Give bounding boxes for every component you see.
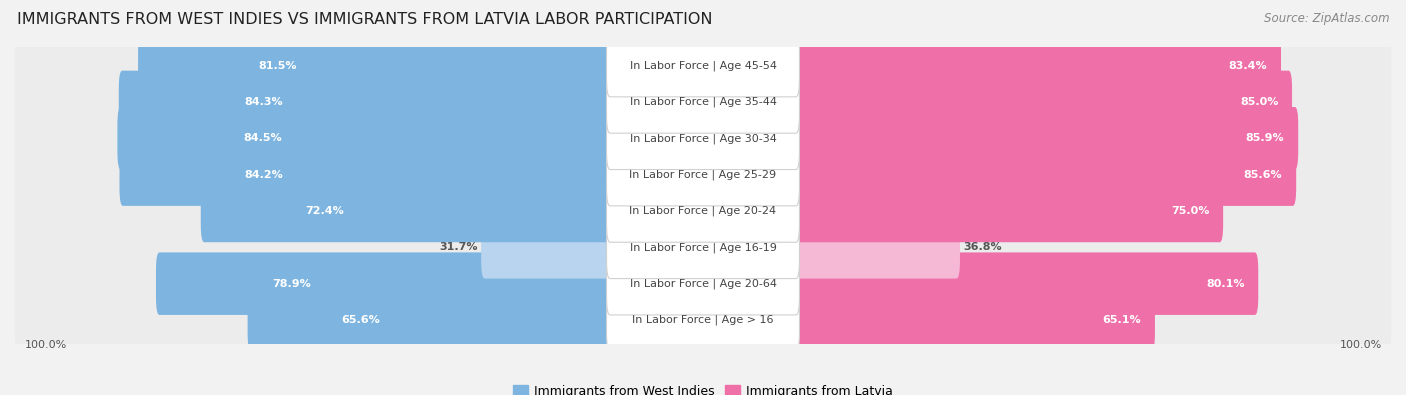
Text: 85.6%: 85.6%: [1244, 169, 1282, 180]
FancyBboxPatch shape: [793, 34, 1281, 97]
Text: 31.7%: 31.7%: [439, 242, 478, 252]
FancyBboxPatch shape: [481, 216, 613, 278]
FancyBboxPatch shape: [14, 72, 1392, 132]
FancyBboxPatch shape: [14, 145, 1392, 205]
FancyBboxPatch shape: [793, 216, 960, 278]
FancyBboxPatch shape: [201, 180, 613, 242]
Text: 65.1%: 65.1%: [1102, 315, 1142, 325]
Text: In Labor Force | Age 35-44: In Labor Force | Age 35-44: [630, 97, 776, 107]
Text: 84.2%: 84.2%: [245, 169, 284, 180]
FancyBboxPatch shape: [14, 109, 1392, 168]
Text: 80.1%: 80.1%: [1206, 279, 1244, 289]
Text: 72.4%: 72.4%: [305, 206, 344, 216]
FancyBboxPatch shape: [247, 289, 613, 351]
FancyBboxPatch shape: [793, 289, 1154, 351]
Text: IMMIGRANTS FROM WEST INDIES VS IMMIGRANTS FROM LATVIA LABOR PARTICIPATION: IMMIGRANTS FROM WEST INDIES VS IMMIGRANT…: [17, 12, 713, 27]
Text: 81.5%: 81.5%: [259, 60, 297, 71]
FancyBboxPatch shape: [606, 180, 800, 242]
Text: In Labor Force | Age 20-64: In Labor Force | Age 20-64: [630, 278, 776, 289]
Text: In Labor Force | Age > 16: In Labor Force | Age > 16: [633, 315, 773, 325]
Legend: Immigrants from West Indies, Immigrants from Latvia: Immigrants from West Indies, Immigrants …: [508, 380, 898, 395]
FancyBboxPatch shape: [14, 218, 1392, 277]
Text: 85.9%: 85.9%: [1246, 133, 1285, 143]
Text: 100.0%: 100.0%: [1340, 340, 1382, 350]
FancyBboxPatch shape: [606, 143, 800, 206]
Text: In Labor Force | Age 30-34: In Labor Force | Age 30-34: [630, 133, 776, 143]
FancyBboxPatch shape: [793, 71, 1292, 133]
FancyBboxPatch shape: [14, 290, 1392, 350]
FancyBboxPatch shape: [118, 107, 613, 169]
FancyBboxPatch shape: [606, 252, 800, 315]
FancyBboxPatch shape: [138, 34, 613, 97]
Text: 84.5%: 84.5%: [243, 133, 281, 143]
FancyBboxPatch shape: [793, 180, 1223, 242]
FancyBboxPatch shape: [793, 107, 1298, 169]
FancyBboxPatch shape: [793, 252, 1258, 315]
FancyBboxPatch shape: [793, 143, 1296, 206]
Text: 65.6%: 65.6%: [340, 315, 380, 325]
Text: In Labor Force | Age 16-19: In Labor Force | Age 16-19: [630, 242, 776, 252]
FancyBboxPatch shape: [14, 254, 1392, 314]
FancyBboxPatch shape: [606, 34, 800, 97]
Text: 84.3%: 84.3%: [245, 97, 283, 107]
FancyBboxPatch shape: [606, 71, 800, 133]
FancyBboxPatch shape: [14, 181, 1392, 241]
FancyBboxPatch shape: [606, 289, 800, 351]
Text: 78.9%: 78.9%: [273, 279, 311, 289]
Text: In Labor Force | Age 25-29: In Labor Force | Age 25-29: [630, 169, 776, 180]
FancyBboxPatch shape: [156, 252, 613, 315]
Text: 75.0%: 75.0%: [1171, 206, 1209, 216]
FancyBboxPatch shape: [606, 107, 800, 169]
Text: 36.8%: 36.8%: [963, 242, 1002, 252]
Text: 85.0%: 85.0%: [1240, 97, 1278, 107]
Text: 100.0%: 100.0%: [24, 340, 66, 350]
Text: Source: ZipAtlas.com: Source: ZipAtlas.com: [1264, 12, 1389, 25]
FancyBboxPatch shape: [120, 143, 613, 206]
FancyBboxPatch shape: [14, 36, 1392, 95]
FancyBboxPatch shape: [118, 71, 613, 133]
Text: In Labor Force | Age 45-54: In Labor Force | Age 45-54: [630, 60, 776, 71]
Text: In Labor Force | Age 20-24: In Labor Force | Age 20-24: [630, 206, 776, 216]
Text: 83.4%: 83.4%: [1229, 60, 1267, 71]
FancyBboxPatch shape: [606, 216, 800, 278]
